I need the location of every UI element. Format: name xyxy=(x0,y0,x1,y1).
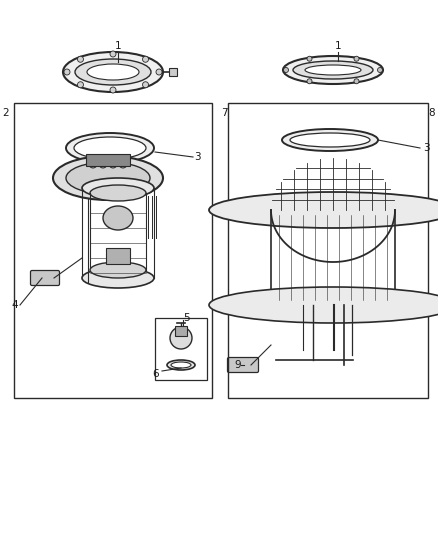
Bar xyxy=(169,68,177,76)
Circle shape xyxy=(142,56,148,62)
Ellipse shape xyxy=(171,362,191,368)
Circle shape xyxy=(378,68,382,72)
Text: 8: 8 xyxy=(429,108,435,118)
Circle shape xyxy=(142,82,148,88)
FancyBboxPatch shape xyxy=(227,358,258,373)
Ellipse shape xyxy=(103,206,133,230)
Text: 1: 1 xyxy=(335,41,341,51)
Text: 4: 4 xyxy=(12,300,18,310)
Bar xyxy=(86,154,130,166)
Ellipse shape xyxy=(282,129,378,151)
Bar xyxy=(228,103,428,398)
Ellipse shape xyxy=(82,268,154,288)
Ellipse shape xyxy=(74,137,146,159)
Text: 7: 7 xyxy=(221,108,227,118)
Ellipse shape xyxy=(63,52,163,92)
Ellipse shape xyxy=(53,156,163,200)
Ellipse shape xyxy=(293,61,373,79)
Ellipse shape xyxy=(90,185,146,201)
Text: 6: 6 xyxy=(153,369,159,379)
Circle shape xyxy=(354,79,359,84)
Circle shape xyxy=(110,87,116,93)
FancyBboxPatch shape xyxy=(31,271,60,286)
Ellipse shape xyxy=(305,65,361,75)
Text: 1: 1 xyxy=(115,41,121,51)
Ellipse shape xyxy=(167,360,195,370)
Circle shape xyxy=(78,82,84,88)
Text: 9: 9 xyxy=(235,360,241,370)
Circle shape xyxy=(99,160,107,168)
Ellipse shape xyxy=(82,178,154,198)
Ellipse shape xyxy=(283,56,383,84)
Circle shape xyxy=(119,160,127,168)
Bar xyxy=(155,318,207,380)
Circle shape xyxy=(170,327,192,349)
Ellipse shape xyxy=(209,192,438,228)
Circle shape xyxy=(307,79,312,84)
Bar xyxy=(106,248,130,264)
Circle shape xyxy=(64,69,70,75)
Circle shape xyxy=(283,68,289,72)
Circle shape xyxy=(89,160,97,168)
Ellipse shape xyxy=(66,133,154,163)
Ellipse shape xyxy=(75,59,151,85)
Circle shape xyxy=(156,69,162,75)
Circle shape xyxy=(78,56,84,62)
Text: 5: 5 xyxy=(184,313,191,323)
Text: 3: 3 xyxy=(194,152,200,162)
Ellipse shape xyxy=(87,64,139,80)
Circle shape xyxy=(307,56,312,61)
Ellipse shape xyxy=(290,133,370,147)
Circle shape xyxy=(110,51,116,57)
Text: 3: 3 xyxy=(423,143,429,153)
Circle shape xyxy=(109,160,117,168)
Ellipse shape xyxy=(90,262,146,278)
Ellipse shape xyxy=(209,287,438,323)
Circle shape xyxy=(354,56,359,61)
Text: 2: 2 xyxy=(3,108,9,118)
Bar xyxy=(14,103,212,398)
Bar xyxy=(175,326,187,336)
Ellipse shape xyxy=(66,162,150,194)
